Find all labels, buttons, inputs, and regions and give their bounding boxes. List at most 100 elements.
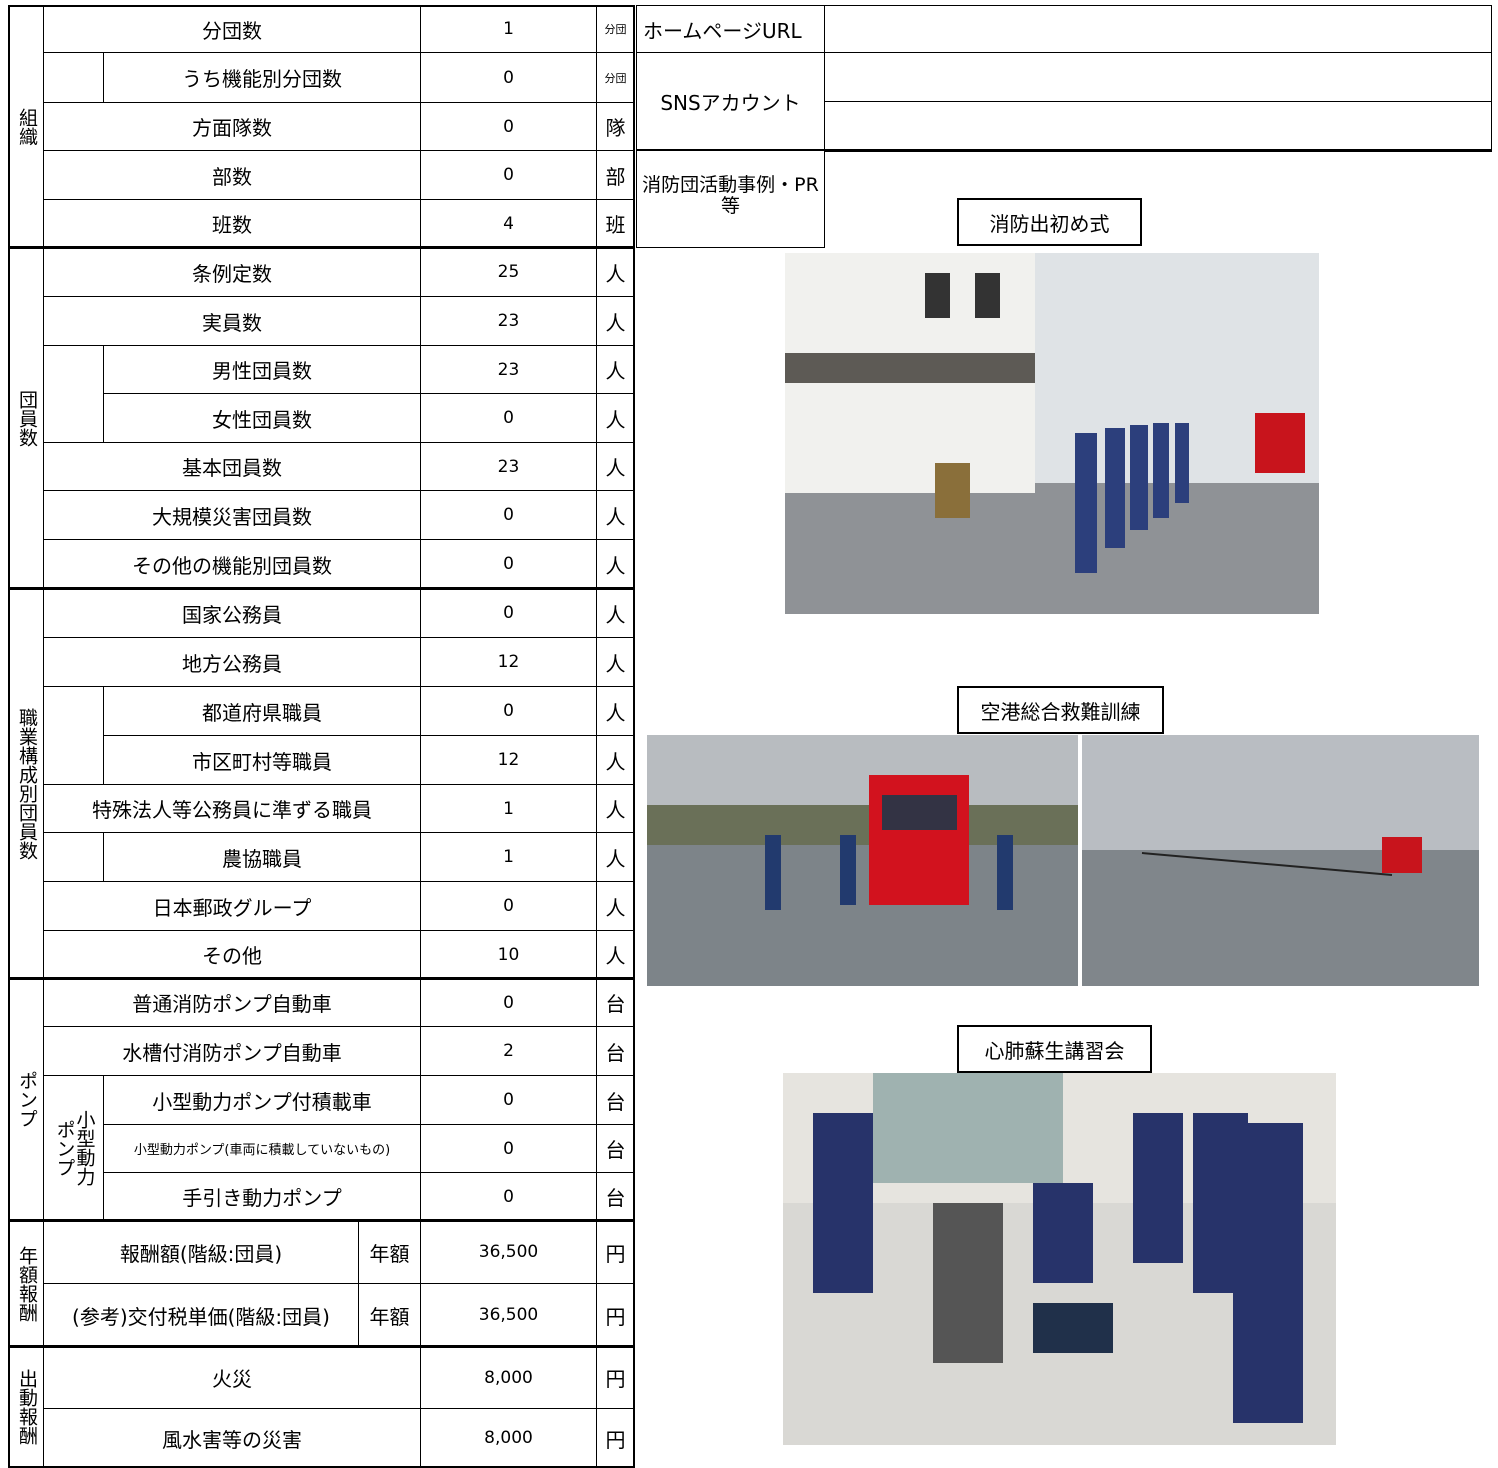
row-value: 8,000 (420, 1346, 597, 1409)
row-value: 12 (420, 735, 597, 785)
group-label: 団員数 (8, 247, 44, 589)
row-value: 0 (420, 490, 597, 540)
row-label: 部数 (43, 150, 421, 200)
row-value: 1 (420, 832, 597, 882)
row-label: 分団数 (43, 5, 421, 53)
row-unit: 人 (596, 784, 635, 833)
row-unit: 人 (596, 490, 635, 540)
row-label: 班数 (43, 199, 421, 248)
row-unit: 分団 (596, 5, 635, 53)
row-unit: 人 (596, 442, 635, 491)
row-unit: 部 (596, 150, 635, 200)
row-value: 23 (420, 345, 597, 394)
sns-value (824, 101, 1492, 151)
photo (785, 253, 1319, 614)
caption: 消防出初め式 (957, 198, 1142, 246)
row-label: 方面隊数 (43, 102, 421, 151)
group-label-text: ポンプ (15, 1071, 38, 1128)
row-unit: 人 (596, 881, 635, 931)
row-label: 実員数 (43, 296, 421, 346)
row-period: 年額 (358, 1220, 421, 1284)
row-unit: 人 (596, 686, 635, 736)
row-unit: 円 (596, 1408, 635, 1468)
activities-label: 消防団活動事例・PR等 (636, 150, 825, 248)
row-value: 0 (420, 150, 597, 200)
homepage-label: ホームページURL (636, 5, 825, 53)
row-label: 普通消防ポンプ自動車 (43, 978, 421, 1027)
group-label-text: 年額報酬 (15, 1245, 38, 1322)
row-unit: 人 (596, 735, 635, 785)
row-unit: 班 (596, 199, 635, 248)
row-label: その他の機能別団員数 (43, 539, 421, 589)
row-label: 特殊法人等公務員に準ずる職員 (43, 784, 421, 833)
photo (647, 735, 1078, 986)
row-unit: 台 (596, 1172, 635, 1221)
row-value: 0 (420, 686, 597, 736)
row-value: 4 (420, 199, 597, 248)
row-value: 0 (420, 102, 597, 151)
group-label: 組織 (8, 5, 44, 248)
sns-label: SNSアカウント (636, 52, 825, 151)
row-unit: 人 (596, 832, 635, 882)
row-label: (参考)交付税単価(階級:団員) (43, 1283, 359, 1347)
row-label: 日本郵政グループ (43, 881, 421, 931)
row-label: 地方公務員 (43, 637, 421, 687)
group-label: 年額報酬 (8, 1220, 44, 1347)
row-value: 25 (420, 247, 597, 297)
row-label: 国家公務員 (43, 588, 421, 638)
row-value: 23 (420, 296, 597, 346)
subgroup-label-text: 小型動力ポンプ (53, 1110, 96, 1186)
row-value: 1 (420, 784, 597, 833)
row-unit: 人 (596, 393, 635, 443)
row-value: 0 (420, 1124, 597, 1173)
row-unit: 台 (596, 1026, 635, 1076)
row-value: 1 (420, 5, 597, 53)
divider (636, 149, 1492, 152)
row-value: 2 (420, 1026, 597, 1076)
group-label-text: 団員数 (15, 389, 38, 447)
photo (1082, 735, 1479, 986)
row-label: 基本団員数 (43, 442, 421, 491)
row-value: 0 (420, 52, 597, 103)
row-label: 女性団員数 (103, 393, 421, 443)
row-unit: 台 (596, 978, 635, 1027)
row-value: 0 (420, 1075, 597, 1125)
row-unit: 円 (596, 1220, 635, 1284)
subgroup-label: 小型動力ポンプ (43, 1075, 104, 1221)
row-label: 都道府県職員 (103, 686, 421, 736)
row-label: 条例定数 (43, 247, 421, 297)
row-period: 年額 (358, 1283, 421, 1347)
row-label: 小型動力ポンプ付積載車 (103, 1075, 421, 1125)
group-label-text: 職業構成別団員数 (15, 707, 38, 860)
row-unit: 台 (596, 1075, 635, 1125)
group-label: 出動報酬 (8, 1346, 44, 1468)
row-value: 0 (420, 588, 597, 638)
row-label: 風水害等の災害 (43, 1408, 421, 1468)
row-label: その他 (43, 930, 421, 979)
row-value: 0 (420, 539, 597, 589)
row-unit: 台 (596, 1124, 635, 1173)
row-unit: 人 (596, 930, 635, 979)
row-label: うち機能別分団数 (103, 52, 421, 103)
row-value: 0 (420, 1172, 597, 1221)
row-value: 10 (420, 930, 597, 979)
group-label-text: 組織 (15, 107, 38, 146)
row-unit: 円 (596, 1283, 635, 1347)
homepage-value (824, 5, 1492, 53)
caption: 空港総合救難訓練 (957, 686, 1164, 734)
row-unit: 人 (596, 539, 635, 589)
row-unit: 人 (596, 345, 635, 394)
row-label: 水槽付消防ポンプ自動車 (43, 1026, 421, 1076)
row-value: 0 (420, 978, 597, 1027)
row-value: 0 (420, 393, 597, 443)
row-value: 8,000 (420, 1408, 597, 1468)
sns-value (824, 52, 1492, 102)
caption: 心肺蘇生講習会 (957, 1025, 1152, 1073)
row-value: 36,500 (420, 1283, 597, 1347)
row-unit: 人 (596, 296, 635, 346)
row-label: 手引き動力ポンプ (103, 1172, 421, 1221)
row-value: 23 (420, 442, 597, 491)
row-label: 男性団員数 (103, 345, 421, 394)
row-label: 大規模災害団員数 (43, 490, 421, 540)
